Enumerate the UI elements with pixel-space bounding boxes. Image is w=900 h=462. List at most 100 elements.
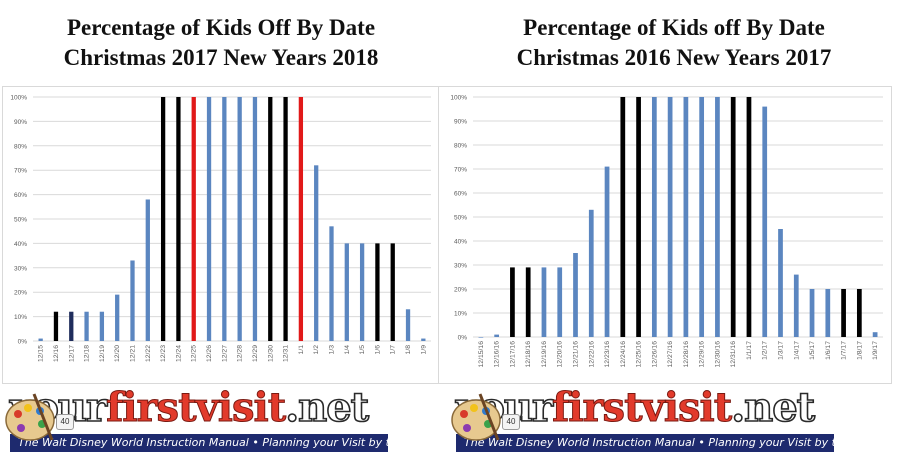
bar [856, 289, 862, 337]
chart-subtitle: Christmas 2016 New Years 2017 [516, 45, 832, 70]
bar [872, 332, 878, 337]
x-tick-label: 12/29/16 [699, 341, 706, 368]
bar [359, 243, 365, 341]
x-tick-label: 12/22 [145, 345, 152, 362]
bar [191, 97, 196, 341]
bar [176, 97, 181, 341]
dice-icon: 40 [502, 414, 520, 430]
x-tick-label: 12/17/16 [509, 341, 516, 368]
x-tick-label: 12/17 [68, 345, 75, 362]
chart-title: Percentage of Kids off By Date [523, 15, 825, 40]
bar [222, 97, 227, 341]
x-tick-label: 1/3/17 [778, 341, 785, 360]
y-tick-label: 30% [454, 263, 467, 270]
y-tick-label: 70% [454, 167, 467, 174]
bar [510, 267, 515, 337]
y-tick-label: 80% [14, 143, 27, 150]
x-tick-label: 12/16/16 [494, 341, 501, 368]
y-tick-label: 100% [10, 95, 27, 102]
bar [746, 97, 752, 337]
bar [53, 311, 59, 341]
x-tick-label: 1/6/17 [825, 341, 832, 360]
x-tick-label: 12/21 [130, 345, 137, 362]
bar [541, 267, 547, 337]
y-tick-label: 30% [14, 265, 27, 272]
tagline: The Walt Disney World Instruction Manual… [10, 434, 457, 452]
x-tick-label: 12/21/16 [573, 341, 580, 368]
x-tick-label: 12/18/16 [525, 341, 532, 368]
bar [283, 97, 288, 341]
site-banner: yourfirstvisit.net 20 30 40 The Walt Dis… [450, 385, 900, 456]
x-tick-label: 12/28/16 [683, 341, 690, 368]
y-tick-label: 60% [454, 191, 467, 198]
bar [298, 97, 304, 341]
bar [494, 334, 500, 337]
bar [683, 97, 689, 337]
bar [793, 274, 799, 337]
bar [252, 97, 258, 341]
x-tick-label: 1/2/17 [762, 341, 769, 360]
x-tick-label: 1/7/17 [841, 341, 848, 360]
bar [115, 294, 120, 341]
bar [809, 289, 815, 337]
bar [145, 199, 150, 341]
x-tick-label: 12/30/16 [714, 341, 721, 368]
y-tick-label: 50% [14, 217, 27, 224]
x-tick-label: 12/20 [114, 345, 121, 362]
bar [268, 97, 273, 341]
bar [38, 338, 43, 341]
chart-panel-2016: Percentage of Kids off By Date Christmas… [438, 0, 900, 462]
bar [69, 311, 74, 341]
bar [825, 289, 831, 337]
x-tick-label: 12/26 [206, 345, 213, 362]
x-tick-label: 12/24 [175, 345, 182, 362]
bar [730, 97, 736, 337]
x-tick-label: 12/26/16 [651, 341, 658, 368]
x-tick-label: 1/7 [390, 345, 397, 355]
artist-palette-icon [451, 393, 501, 441]
y-tick-label: 50% [454, 215, 467, 222]
x-tick-label: 12/15 [38, 345, 45, 362]
x-tick-label: 1/5 [359, 345, 366, 355]
y-tick-label: 10% [14, 314, 27, 321]
chart-area: 0% 10% 20% 30% 40% 50% 60% 70% 80% 90% 100% 12/15/1… [438, 86, 892, 384]
x-tick-label: 12/28 [237, 345, 244, 362]
bar [329, 226, 334, 341]
y-tick-label: 80% [454, 143, 467, 150]
y-tick-label: 0% [18, 339, 28, 346]
bar [478, 337, 484, 338]
artist-palette-icon [5, 393, 55, 441]
bar [84, 311, 89, 341]
x-tick-label: 12/31 [283, 345, 290, 362]
bar [651, 97, 657, 337]
bar-chart-2017: 0% 10% 20% 30% 40% 50% 60% 70% 80% 90% 100% 12/15 12… [10, 95, 431, 362]
bar [405, 309, 411, 341]
bar [636, 97, 641, 337]
bar [206, 97, 212, 341]
x-tick-label: 1/2 [313, 345, 320, 355]
bar [778, 229, 783, 337]
bar [525, 267, 531, 337]
bar [421, 338, 426, 341]
y-tick-label: 20% [454, 287, 467, 294]
tagline: The Walt Disney World Instruction Manual… [456, 434, 900, 452]
bar [667, 97, 673, 337]
y-tick-label: 60% [14, 192, 27, 199]
bar [762, 106, 768, 337]
chart-panel-2017: Percentage of Kids Off By Date Christmas… [0, 0, 457, 462]
x-tick-label: 12/22/16 [588, 341, 595, 368]
x-tick-label: 12/16 [53, 345, 60, 362]
x-tick-label: 12/25/16 [636, 341, 643, 368]
x-tick-label: 12/18 [84, 345, 91, 362]
bar [390, 243, 395, 341]
y-tick-label: 40% [14, 241, 27, 248]
y-tick-label: 70% [14, 168, 27, 175]
x-tick-label: 12/23 [160, 345, 167, 362]
y-tick-label: 20% [14, 290, 27, 297]
bar [314, 165, 319, 341]
bar [557, 267, 563, 337]
y-tick-label: 90% [14, 119, 27, 126]
x-tick-label: 1/6 [374, 345, 381, 355]
x-tick-label: 1/3 [329, 345, 336, 355]
x-tick-label: 12/27 [221, 345, 228, 362]
